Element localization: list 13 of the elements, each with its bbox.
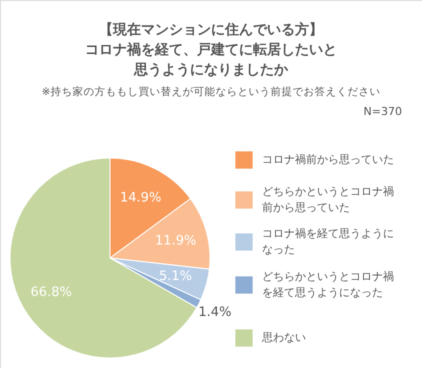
- data-label: 14.9%: [120, 190, 162, 206]
- text: N=370: [364, 105, 402, 118]
- data-label: 1.4%: [198, 305, 232, 320]
- chart-subtitle: ※持ち家の方ももし買い替えが可能ならという前提でお答えください: [42, 85, 380, 98]
- legend-label: どちらかというとコロナ禍を経て思うようになった: [262, 270, 394, 299]
- data-label: 66.8%: [30, 285, 72, 300]
- legend-label: どちらかというとコロナ禍前から思っていた: [262, 185, 394, 214]
- legend-label: 思わない: [261, 331, 306, 344]
- chart-title: 【現在マンションに住んでいる方】コロナ禍を経て、戸建てに転居したいと思うようになりましたか: [85, 21, 337, 78]
- legend-label: コロナ禍前から思っていた: [262, 153, 394, 166]
- legend-label: コロナ禍を経て思うようになった: [262, 227, 394, 256]
- data-label: 11.9%: [155, 233, 196, 248]
- data-label: 5.1%: [158, 269, 192, 284]
